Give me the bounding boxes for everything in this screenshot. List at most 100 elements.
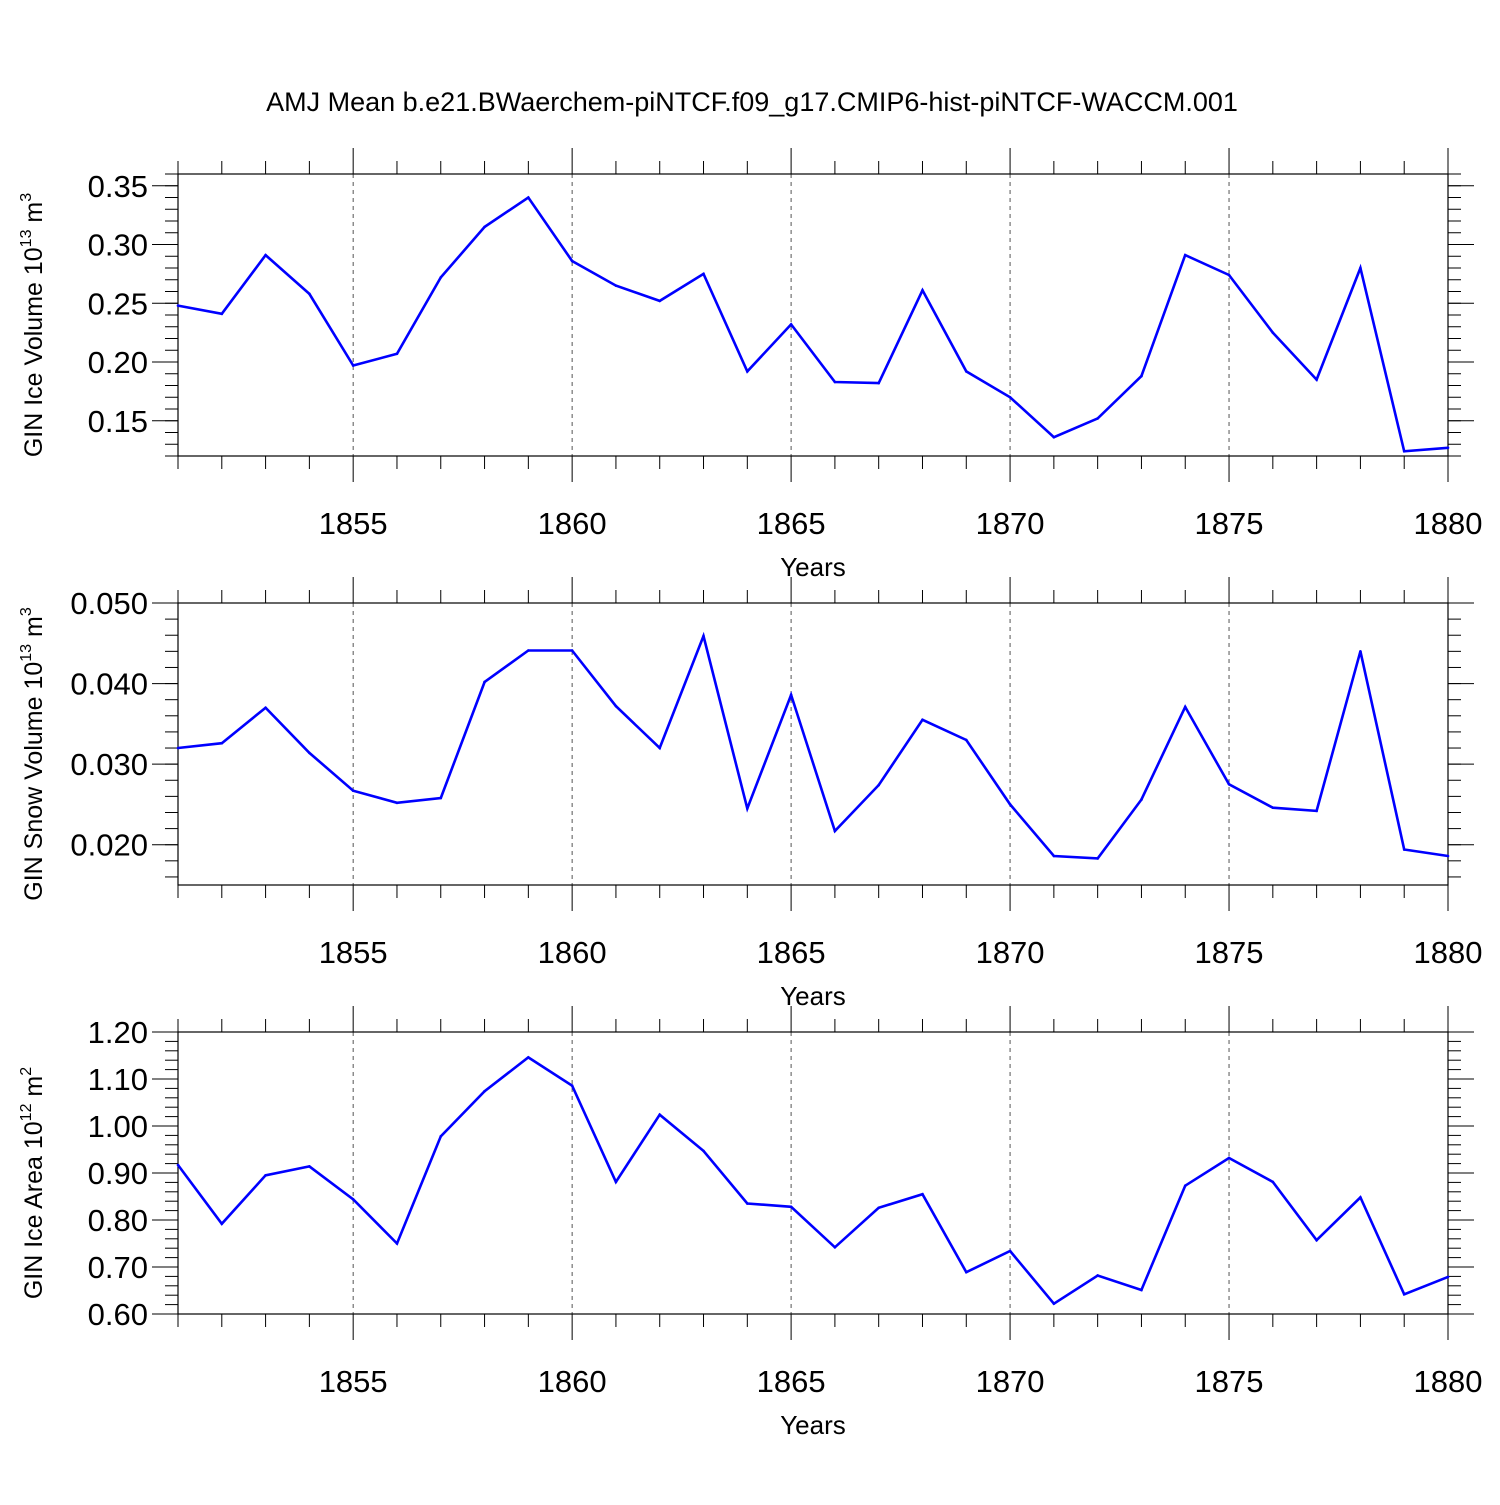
series-line: [177, 195, 1449, 453]
y-tick-label: 0.030: [70, 747, 148, 782]
x-tick-label: 1855: [319, 506, 388, 541]
data-point: [308, 1165, 311, 1168]
data-point: [746, 1202, 749, 1205]
data-point: [1359, 266, 1362, 270]
data-point: [789, 323, 793, 326]
x-axis-title: Years: [780, 552, 846, 582]
x-tick-label: 1875: [1195, 1364, 1264, 1399]
data-point: [439, 1135, 443, 1138]
series-line: [177, 631, 1449, 860]
data-point: [176, 304, 180, 307]
y-tick-label: 0.70: [88, 1250, 148, 1285]
x-tick-label: 1865: [757, 1364, 826, 1399]
x-tick-label: 1860: [538, 506, 607, 541]
data-point: [614, 284, 618, 287]
panel-2: 0.020 0.030 0.040 0.050 1855 1860 1865 1870 1875…: [18, 577, 1482, 1011]
x-tick-label: 1860: [538, 935, 607, 970]
y-tick-label: 1.10: [88, 1062, 148, 1097]
data-point: [658, 746, 662, 750]
data-point: [1227, 782, 1231, 786]
data-point: [439, 796, 443, 800]
y-axis-title-unit: m: [20, 1076, 48, 1104]
data-point: [789, 1205, 793, 1209]
y-tick-label: 1.20: [88, 1015, 148, 1050]
data-point: [395, 352, 399, 356]
y-tick-label: 0.35: [88, 169, 148, 204]
data-point: [1271, 331, 1275, 334]
y-axis-title-unit-exponent: 2: [18, 1067, 35, 1076]
data-point: [1359, 1196, 1362, 1199]
y-tick-label: 0.20: [88, 345, 148, 380]
data-point: [483, 225, 486, 229]
data-point: [1271, 1180, 1275, 1184]
data-point: [614, 1180, 618, 1184]
data-point: [658, 1113, 662, 1117]
x-tick-label: 1875: [1195, 935, 1264, 970]
data-point: [220, 312, 224, 316]
y-axis-title-unit: m: [20, 202, 48, 230]
data-point: [1359, 650, 1362, 653]
data-point: [264, 253, 267, 257]
data-point: [1446, 446, 1450, 450]
data-point: [1096, 857, 1099, 860]
data-point: [1315, 1238, 1318, 1242]
data-point: [1315, 809, 1318, 813]
data-point: [614, 704, 618, 708]
data-point: [351, 789, 355, 793]
x-tick-label: 1870: [976, 1364, 1045, 1399]
data-point: [1052, 435, 1056, 439]
data-point: [833, 829, 837, 833]
data-point: [1183, 253, 1187, 257]
data-point: [1008, 803, 1012, 806]
x-tick-label: 1880: [1414, 935, 1483, 970]
data-point: [570, 1084, 574, 1087]
data-point: [1140, 1288, 1143, 1292]
data-point: [1096, 1274, 1099, 1277]
y-axis-title-exponent: 13: [18, 644, 35, 662]
data-point: [702, 1149, 705, 1153]
x-axis-title: Years: [780, 1410, 846, 1440]
data-point: [658, 299, 662, 303]
y-tick-label: 0.30: [88, 228, 148, 263]
y-axis-title-unit-exponent: 3: [18, 607, 35, 616]
y-tick-label: 1.00: [88, 1109, 148, 1144]
data-point: [1008, 1249, 1012, 1253]
data-point: [1052, 1302, 1056, 1305]
data-point: [527, 1056, 530, 1059]
y-tick-label: 0.60: [88, 1297, 148, 1332]
x-tick-label: 1865: [757, 506, 826, 541]
y-tick-label: 0.020: [70, 828, 148, 863]
y-axis-title: GIN Ice Area 1012 m2: [18, 1067, 48, 1299]
y-axis-title: GIN Ice Volume 1013 m3: [18, 193, 48, 457]
data-point: [877, 783, 880, 787]
data-point: [921, 289, 924, 292]
data-point: [1183, 705, 1187, 709]
data-point: [483, 680, 486, 684]
data-point: [483, 1089, 486, 1093]
y-axis-title-unit: m: [20, 616, 48, 644]
data-point: [964, 738, 968, 742]
data-point: [1402, 1292, 1406, 1296]
y-tick-label: 0.90: [88, 1156, 148, 1191]
data-point: [264, 706, 267, 710]
data-point: [1227, 273, 1231, 277]
y-axis-title-main: GIN Ice Volume 10: [20, 247, 48, 457]
data-point: [176, 1163, 180, 1167]
x-tick-label: 1875: [1195, 506, 1264, 541]
data-point: [964, 370, 968, 373]
plot-frame: [177, 173, 1449, 457]
data-point: [746, 370, 749, 373]
data-point: [964, 1270, 968, 1274]
data-point: [702, 272, 705, 276]
x-tick-label: 1870: [976, 935, 1045, 970]
plot-frame: [177, 602, 1449, 886]
data-point: [1008, 395, 1012, 399]
y-axis-title-exponent: 12: [18, 1103, 35, 1121]
y-tick-label: 0.040: [70, 667, 148, 702]
x-tick-label: 1855: [319, 935, 388, 970]
x-axis-title: Years: [780, 981, 846, 1011]
chart-title: AMJ Mean b.e21.BWaerchem-piNTCF.f09_g17.…: [266, 87, 1238, 117]
data-point: [527, 196, 530, 199]
data-point: [351, 364, 355, 367]
data-point: [1052, 854, 1056, 858]
